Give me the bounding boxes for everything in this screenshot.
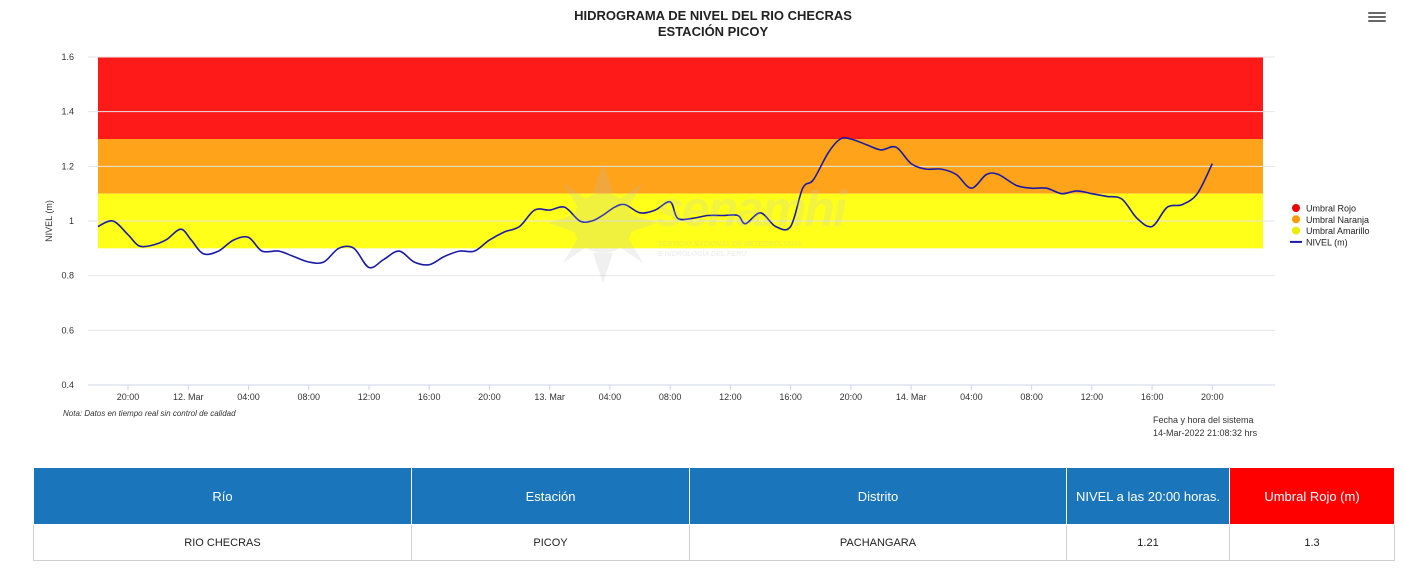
header-distrito: Distrito	[689, 467, 1067, 525]
x-tick-label: 14. Mar	[896, 392, 927, 402]
system-datetime-value: 14-Mar-2022 21:08:32 hrs	[1153, 428, 1258, 438]
system-datetime: Fecha y hora del sistema 14-Mar-2022 21:…	[1153, 414, 1257, 440]
y-tick-label: 0.8	[61, 271, 74, 281]
y-axis: 0.4 0.6 0.8 1 1.2 1.4 1.6	[61, 52, 74, 390]
chart-subtitle: ESTACIÓN PICOY	[658, 24, 769, 39]
y-tick-label: 1.4	[61, 107, 74, 117]
x-tick-label: 12:00	[719, 392, 742, 402]
header-nivel: NIVEL a las 20:00 horas.	[1066, 467, 1230, 525]
system-datetime-label: Fecha y hora del sistema	[1153, 415, 1254, 425]
cell-nivel: 1.21	[1066, 524, 1230, 561]
y-axis-label: NIVEL (m)	[44, 200, 54, 242]
x-tick-label: 12:00	[1081, 392, 1104, 402]
legend-item[interactable]: Umbral Rojo	[1292, 204, 1356, 214]
legend-label: NIVEL (m)	[1306, 237, 1348, 247]
x-tick-label: 13. Mar	[534, 392, 565, 402]
series-layer	[97, 136, 1214, 269]
table-row: RIO CHECRAS PICOY PACHANGARA 1.21 1.3	[33, 524, 1395, 561]
header-estacion: Estación	[411, 467, 690, 525]
legend-marker	[1292, 215, 1300, 224]
x-tick-label: 04:00	[237, 392, 260, 402]
chart-menu-button[interactable]	[1366, 10, 1388, 28]
station-table: Río Estación Distrito NIVEL a las 20:00 …	[33, 467, 1395, 561]
x-tick-label: 20:00	[1201, 392, 1224, 402]
x-tick-label: 12. Mar	[173, 392, 204, 402]
legend-marker	[1292, 226, 1300, 235]
cell-estacion: PICOY	[411, 524, 690, 561]
hamburger-icon	[1368, 12, 1386, 14]
x-tick-label: 16:00	[779, 392, 802, 402]
y-tick-label: 0.6	[61, 325, 74, 335]
chart-title: HIDROGRAMA DE NIVEL DEL RIO CHECRAS	[574, 8, 852, 23]
y-tick-label: 1.2	[61, 161, 74, 171]
hamburger-icon-line	[1368, 20, 1386, 22]
x-tick-label: 08:00	[297, 392, 320, 402]
series-line-nivel	[97, 136, 1214, 269]
x-tick-label: 20:00	[117, 392, 140, 402]
x-tick-label: 20:00	[478, 392, 501, 402]
x-tick-label: 08:00	[1020, 392, 1043, 402]
legend-item[interactable]: Umbral Amarillo	[1292, 226, 1370, 236]
header-rio: Río	[33, 467, 412, 525]
x-tick-label: 08:00	[659, 392, 682, 402]
x-tick-label: 04:00	[960, 392, 983, 402]
x-tick-label: 12:00	[358, 392, 381, 402]
hamburger-icon-line	[1368, 16, 1386, 18]
threshold-band-0	[98, 57, 1263, 139]
y-tick-label: 1	[69, 216, 74, 226]
data-quality-note: Nota: Datos en tiempo real sin control d…	[63, 409, 236, 418]
header-umbral-rojo: Umbral Rojo (m)	[1229, 467, 1395, 525]
cell-distrito: PACHANGARA	[689, 524, 1067, 561]
legend-label: Umbral Rojo	[1306, 204, 1356, 214]
x-tick-label: 16:00	[1141, 392, 1164, 402]
legend-label: Umbral Amarillo	[1306, 226, 1370, 236]
legend-label: Umbral Naranja	[1306, 215, 1369, 225]
legend-item[interactable]: Umbral Naranja	[1292, 215, 1369, 225]
x-tick-label: 16:00	[418, 392, 441, 402]
hydrograph-chart: 0.4 0.6 0.8 1 1.2 1.4 1.6 20:00 12. Mar 04:00 08:…	[44, 8, 1370, 402]
x-tick-label: 04:00	[599, 392, 622, 402]
y-tick-label: 0.4	[61, 380, 74, 390]
cell-rio: RIO CHECRAS	[33, 524, 412, 561]
x-axis: 20:00 12. Mar 04:00 08:00 12:00 16:00 20:00 13.…	[88, 384, 1275, 402]
y-tick-label: 1.6	[61, 52, 74, 62]
legend-marker	[1292, 204, 1300, 212]
table-header-row: Río Estación Distrito NIVEL a las 20:00 …	[33, 467, 1395, 525]
cell-umbral-rojo: 1.3	[1229, 524, 1395, 561]
x-tick-label: 20:00	[840, 392, 863, 402]
legend-item[interactable]: NIVEL (m)	[1290, 237, 1348, 247]
